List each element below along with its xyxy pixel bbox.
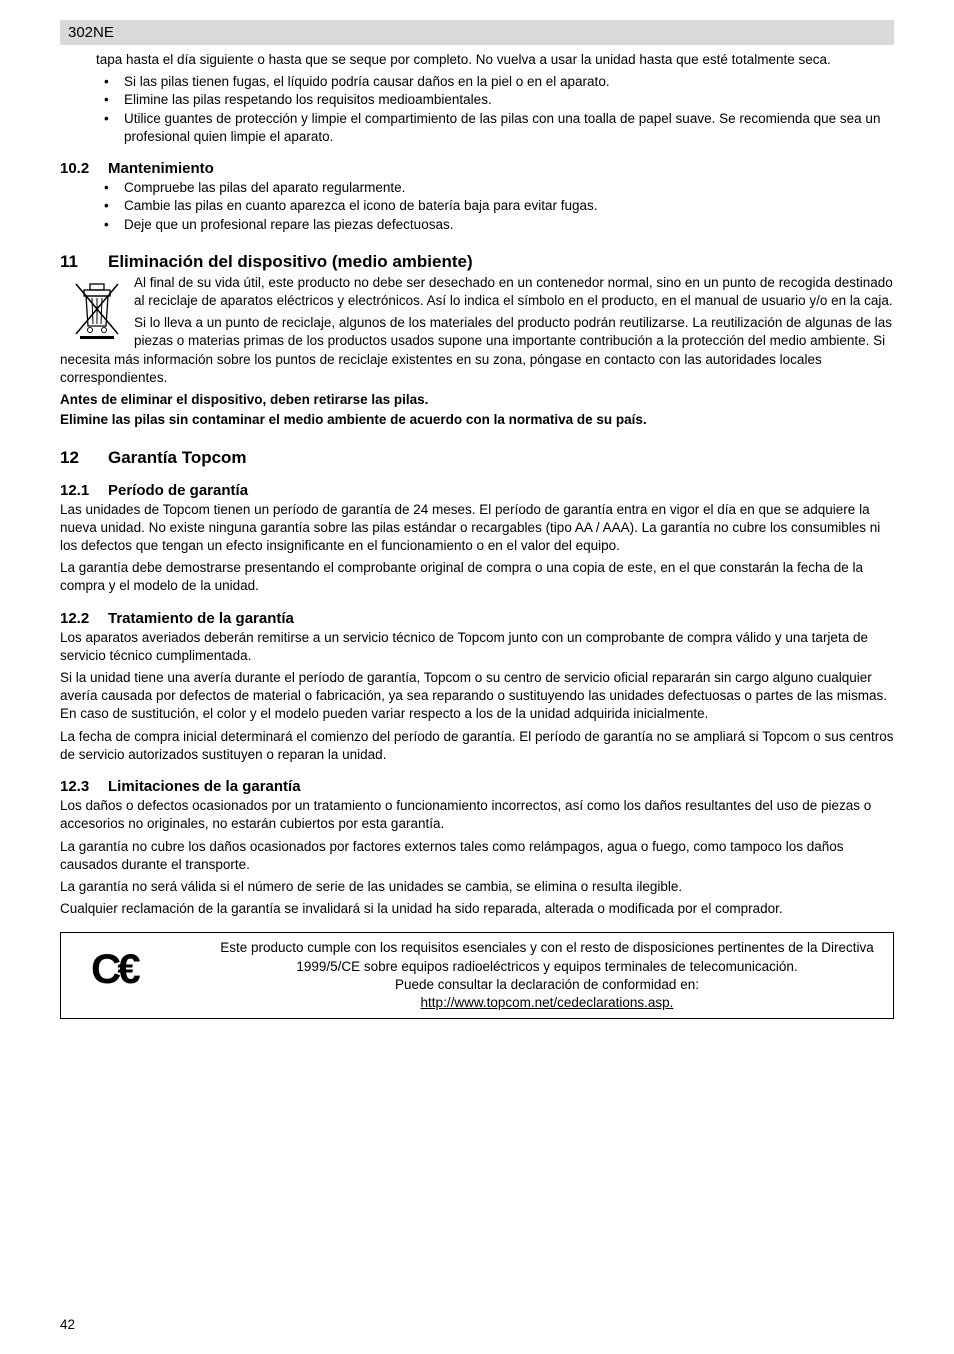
ce-text-block: Este producto cumple con los requisitos …: [211, 939, 883, 1012]
list-item: Cambie las pilas en cuanto aparezca el i…: [104, 197, 894, 215]
heading-10-2: 10.2Mantenimiento: [60, 160, 894, 177]
heading-title: Período de garantía: [108, 482, 248, 499]
section-12-2-para3: La fecha de compra inicial determinará e…: [60, 728, 894, 764]
section-12-3-para2: La garantía no cubre los daños ocasionad…: [60, 838, 894, 874]
ce-compliance-box: C€ Este producto cumple con los requisit…: [60, 932, 894, 1019]
heading-number: 12: [60, 448, 108, 468]
continued-paragraph: tapa hasta el día siguiente o hasta que …: [96, 51, 894, 69]
intro-bullets: Si las pilas tienen fugas, el líquido po…: [60, 73, 894, 146]
document-header: 302NE: [60, 20, 894, 45]
heading-title: Tratamiento de la garantía: [108, 610, 294, 627]
page-number: 42: [60, 1317, 75, 1332]
list-item: Si las pilas tienen fugas, el líquido po…: [104, 73, 894, 91]
section-11-bold2: Elimine las pilas sin contaminar el medi…: [60, 411, 894, 429]
heading-number: 12.3: [60, 778, 108, 795]
section-11-para1: Al final de su vida útil, este producto …: [60, 274, 894, 310]
ce-mark-icon: C€: [71, 939, 211, 993]
section-12-2-para1: Los aparatos averiados deberán remitirse…: [60, 629, 894, 665]
list-item: Elimine las pilas respetando los requisi…: [104, 91, 894, 109]
section-11-bold1: Antes de eliminar el dispositivo, deben …: [60, 391, 894, 409]
heading-12-2: 12.2Tratamiento de la garantía: [60, 610, 894, 627]
section-12-3-para1: Los daños o defectos ocasionados por un …: [60, 797, 894, 833]
heading-title: Mantenimiento: [108, 160, 214, 177]
section-11-para2: Si lo lleva a un punto de reciclaje, alg…: [60, 314, 894, 387]
heading-12: 12Garantía Topcom: [60, 448, 894, 468]
section-12-2-para2: Si la unidad tiene una avería durante el…: [60, 669, 894, 724]
weee-bin-icon: [70, 278, 124, 342]
heading-12-3: 12.3Limitaciones de la garantía: [60, 778, 894, 795]
ce-link: http://www.topcom.net/cedeclarations.asp…: [421, 995, 674, 1010]
section-12-3-para4: Cualquier reclamación de la garantía se …: [60, 900, 894, 918]
list-item: Compruebe las pilas del aparato regularm…: [104, 179, 894, 197]
heading-title: Eliminación del dispositivo (medio ambie…: [108, 252, 473, 271]
section-12-3-para3: La garantía no será válida si el número …: [60, 878, 894, 896]
heading-number: 12.2: [60, 610, 108, 627]
heading-11: 11Eliminación del dispositivo (medio amb…: [60, 252, 894, 272]
section-12-1-para1: Las unidades de Topcom tienen un período…: [60, 501, 894, 556]
heading-12-1: 12.1Período de garantía: [60, 482, 894, 499]
maintenance-bullets: Compruebe las pilas del aparato regularm…: [60, 179, 894, 234]
ce-line1: Este producto cumple con los requisitos …: [220, 940, 874, 973]
heading-title: Limitaciones de la garantía: [108, 778, 301, 795]
ce-line2: Puede consultar la declaración de confor…: [395, 977, 699, 992]
list-item: Deje que un profesional repare las pieza…: [104, 216, 894, 234]
heading-number: 11: [60, 252, 108, 272]
heading-number: 12.1: [60, 482, 108, 499]
list-item: Utilice guantes de protección y limpie e…: [104, 110, 894, 146]
section-12-1-para2: La garantía debe demostrarse presentando…: [60, 559, 894, 595]
heading-number: 10.2: [60, 160, 108, 177]
heading-title: Garantía Topcom: [108, 448, 247, 467]
